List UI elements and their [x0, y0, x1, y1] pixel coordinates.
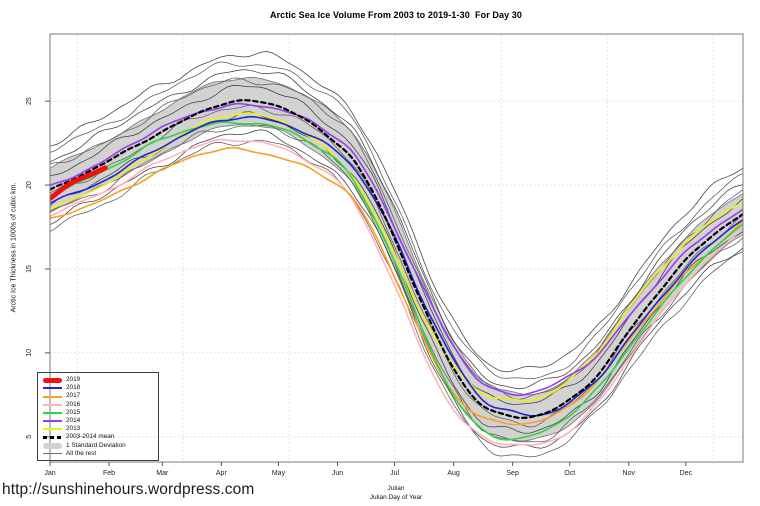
- rest-year-line: [50, 61, 743, 380]
- month-label: Jun: [332, 470, 343, 477]
- y-tick-label: 10: [26, 349, 33, 357]
- month-label: Oct: [564, 470, 575, 477]
- legend-swatch-line: [43, 411, 62, 414]
- legend-item-label: 2019: [66, 375, 81, 383]
- y-axis-label: Arctic Ice Thickness in 1000s of cubic k…: [10, 182, 18, 313]
- y-tick-label: 15: [26, 265, 33, 273]
- std-dev-band-edge: [50, 124, 743, 442]
- legend-swatch-line: [43, 387, 62, 390]
- month-label: May: [272, 470, 286, 477]
- rest-year-line: [50, 51, 743, 373]
- legend-swatch-line: [43, 420, 62, 423]
- legend-item-label: 2013: [66, 425, 81, 433]
- legend-swatch-dashed: [43, 436, 62, 439]
- month-label: Apr: [216, 470, 228, 477]
- month-label: Feb: [103, 470, 115, 477]
- chart-title: Arctic Sea Ice Volume From 2003 to 2019-…: [269, 10, 523, 20]
- y-tick-label: 5: [26, 435, 33, 439]
- x-axis-label-line1: Julian: [387, 485, 405, 492]
- legend-swatch-line: [43, 428, 62, 431]
- legend-item: 2016: [43, 401, 156, 409]
- month-label: Sep: [506, 470, 519, 477]
- legend-item: 2018: [43, 384, 156, 392]
- y-tick-label: 20: [26, 181, 33, 189]
- legend-item: 2017: [43, 392, 156, 400]
- legend-swatch-thin-line: [43, 453, 62, 455]
- legend-item-label: 1 Standard Deviation: [66, 441, 126, 449]
- legend-item-label: 2003-2014 mean: [66, 433, 115, 441]
- legend-swatch-line: [43, 403, 62, 406]
- series-line-2015: [50, 121, 743, 441]
- month-label: Jul: [390, 470, 399, 477]
- legend-item-label: 2017: [66, 392, 81, 400]
- month-label: Dec: [680, 470, 693, 477]
- legend-item: 2014: [43, 417, 156, 425]
- month-label: Jan: [44, 470, 55, 477]
- month-label: Nov: [623, 470, 636, 477]
- month-label: Mar: [156, 470, 169, 477]
- legend-swatch-thick-line: [43, 377, 62, 383]
- series-line-2003-2014-mean: [50, 98, 743, 420]
- series-line-2019: [50, 165, 108, 201]
- y-tick-label: 25: [26, 97, 33, 105]
- legend-item-label: 2016: [66, 400, 81, 408]
- legend-item-label: All the rest: [66, 449, 97, 457]
- series-line-2013: [50, 112, 743, 402]
- series-line-2016: [50, 138, 743, 446]
- legend-item: 1 Standard Deviation: [43, 442, 156, 450]
- legend-item: 2013: [43, 425, 156, 433]
- x-axis-label-line2: Julian Day of Year: [369, 494, 423, 501]
- rest-year-line: [50, 129, 743, 449]
- legend-item: 2015: [43, 409, 156, 417]
- legend: 2019 2018 2017 2016 2015 2014 2013 2003-2014 me…: [37, 372, 159, 461]
- legend-item: 2003-2014 mean: [43, 433, 156, 441]
- legend-swatch-line: [43, 395, 62, 398]
- watermark-url-link[interactable]: http://sunshinehours.wordpress.com: [2, 481, 255, 498]
- legend-swatch-band: [43, 442, 62, 449]
- legend-item: All the rest: [43, 450, 156, 458]
- month-label: Aug: [447, 470, 460, 477]
- legend-item-label: 2018: [66, 384, 81, 392]
- legend-item-label: 2015: [66, 408, 81, 416]
- rest-year-line: [50, 104, 743, 428]
- plot-data-area: [50, 51, 743, 458]
- series-line-2014: [50, 102, 743, 397]
- legend-item-label: 2014: [66, 416, 81, 424]
- series-line-2018: [50, 115, 743, 417]
- plot-border: [49, 33, 744, 463]
- series-line-2017: [50, 146, 743, 426]
- rest-year-line: [50, 69, 743, 390]
- legend-item: 2019: [43, 376, 156, 384]
